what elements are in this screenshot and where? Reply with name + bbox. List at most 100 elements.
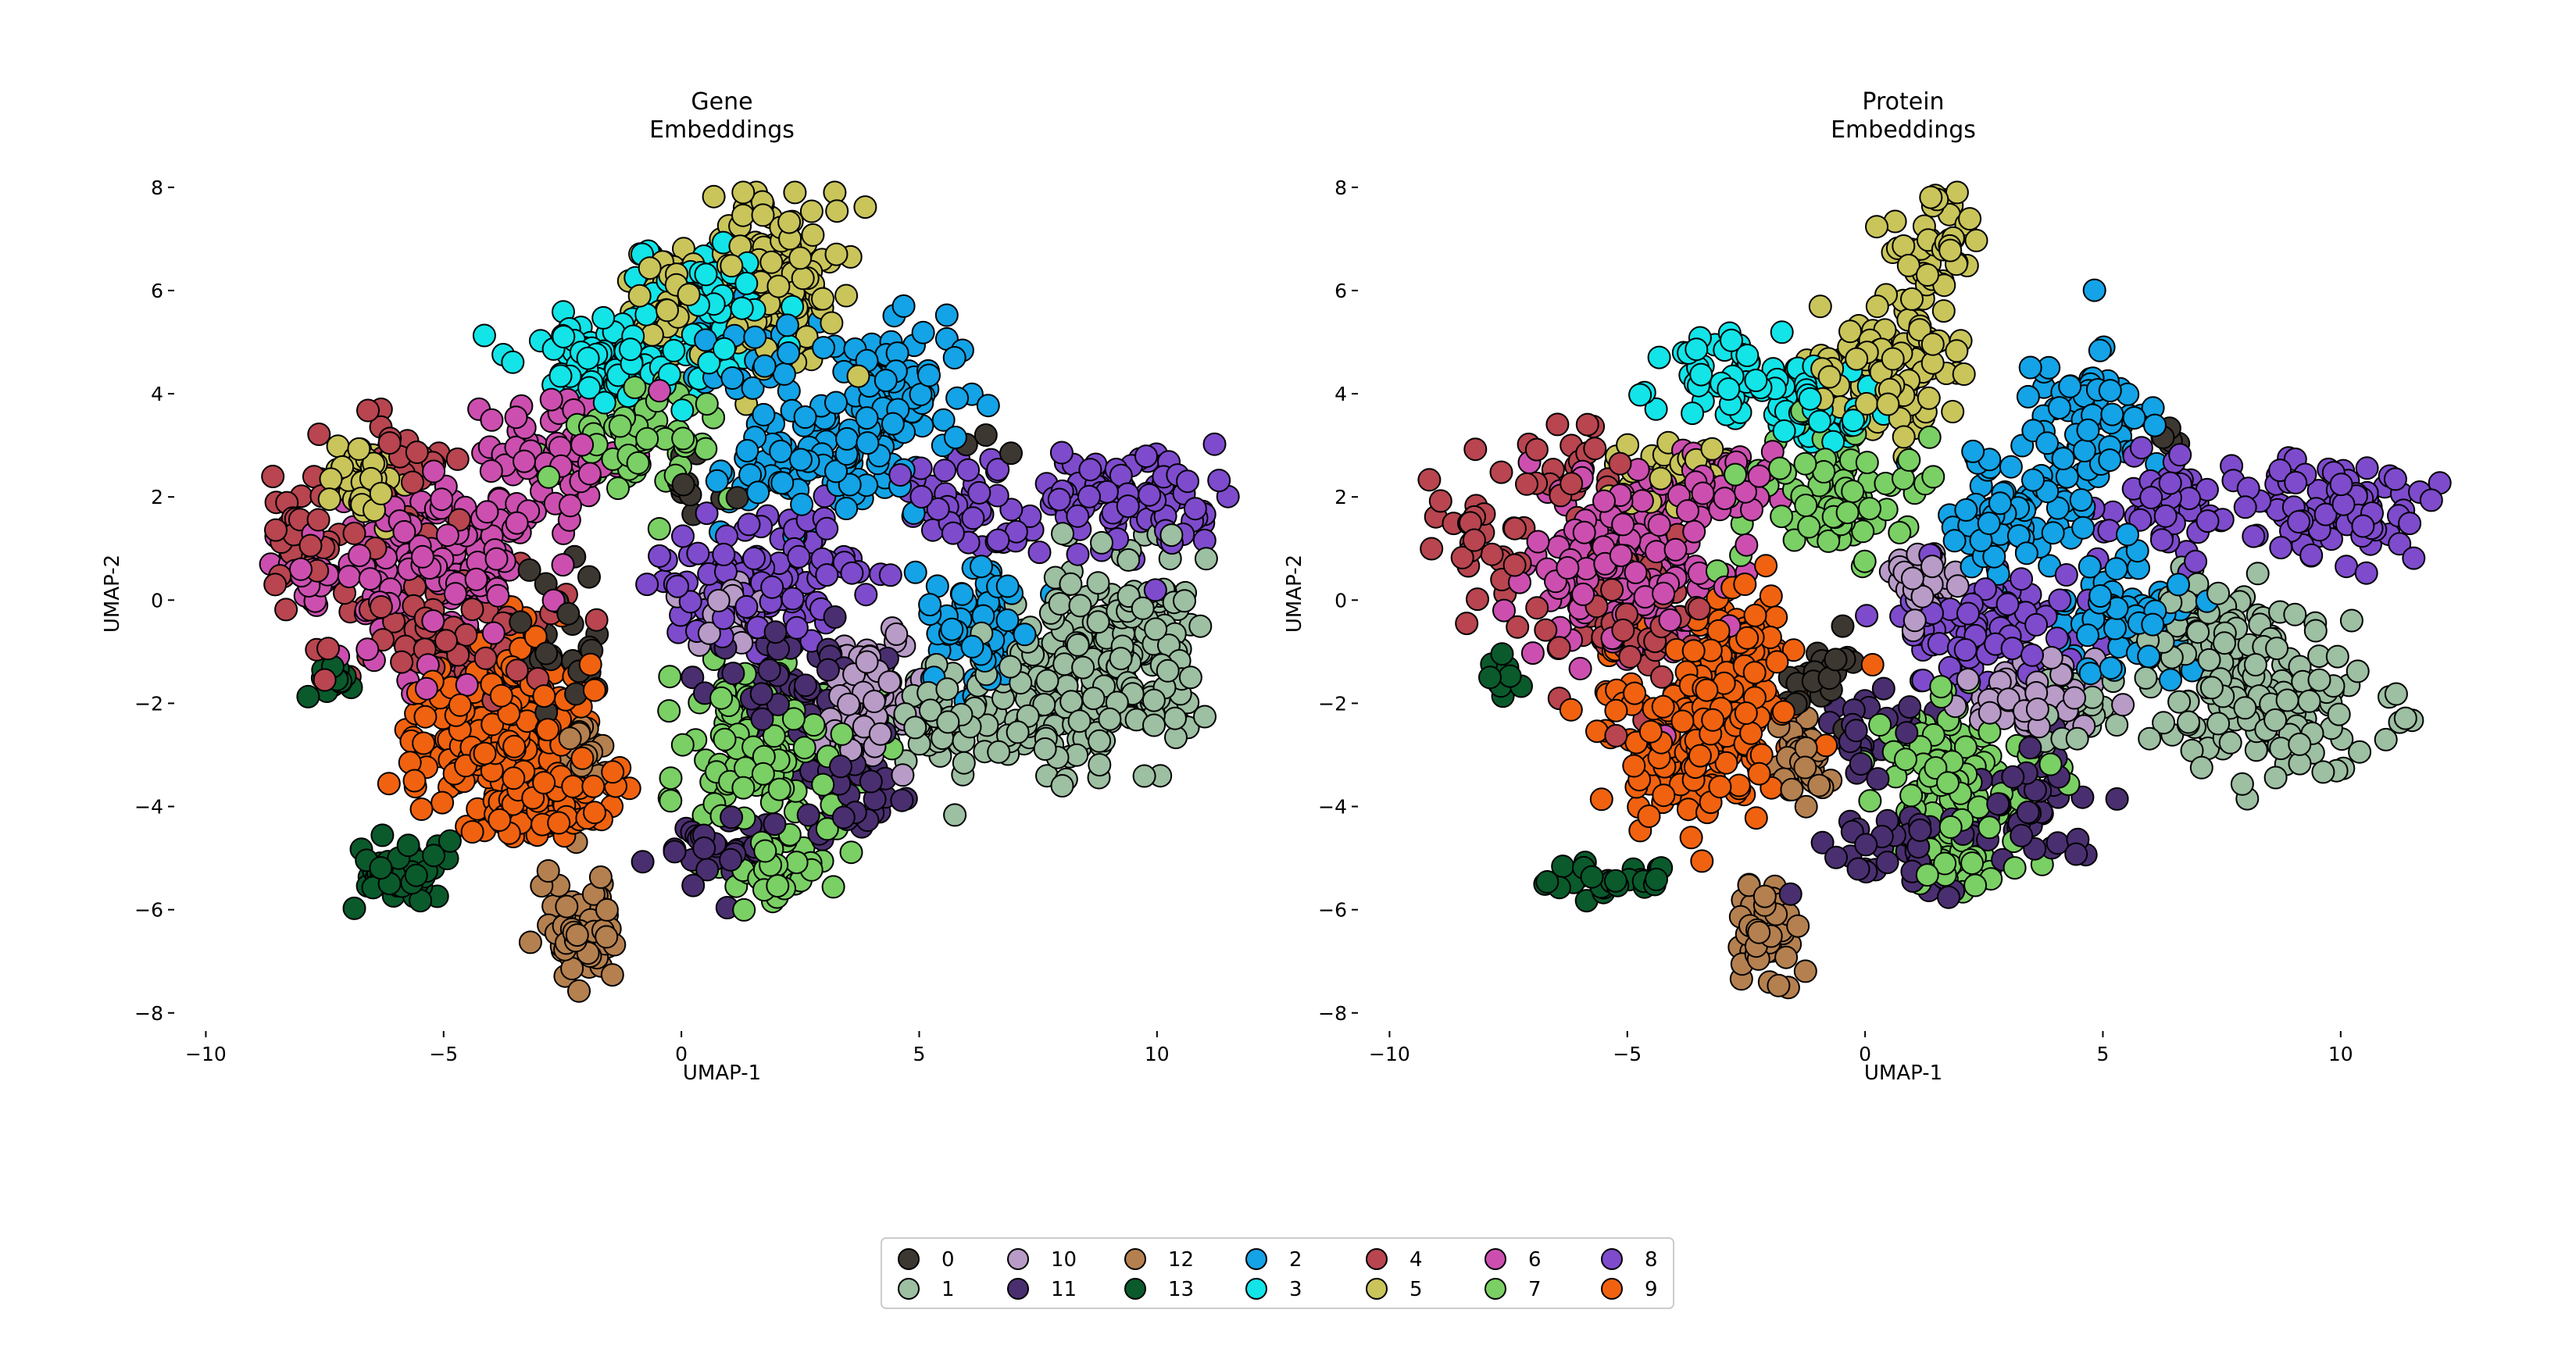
- point-cluster-8: [961, 506, 985, 530]
- point-cluster-2: [2082, 278, 2106, 302]
- point-cluster-8: [742, 546, 766, 570]
- point-cluster-8: [2168, 443, 2192, 467]
- point-cluster-10: [1978, 701, 2002, 725]
- point-cluster-2: [824, 391, 848, 415]
- point-cluster-7: [1917, 425, 1942, 449]
- point-cluster-5: [825, 199, 849, 223]
- point-cluster-1: [1188, 614, 1213, 638]
- point-cluster-3: [697, 351, 721, 375]
- point-cluster-1: [2177, 710, 2200, 734]
- point-cluster-2: [903, 560, 927, 584]
- point-cluster-13: [1498, 664, 1522, 688]
- point-cluster-9: [409, 797, 434, 821]
- point-cluster-8: [1049, 441, 1074, 465]
- point-cluster-6: [1652, 581, 1676, 605]
- point-cluster-8: [2233, 495, 2257, 519]
- point-cluster-1: [987, 740, 1011, 764]
- point-cluster-1: [936, 710, 960, 734]
- point-cluster-11: [763, 812, 787, 837]
- point-cluster-6: [355, 637, 380, 662]
- point-cluster-2: [2041, 521, 2065, 545]
- point-cluster-9: [1747, 762, 1771, 786]
- point-cluster-12: [558, 726, 582, 751]
- point-cluster-2: [2167, 573, 2190, 597]
- point-cluster-8: [678, 590, 702, 614]
- point-cluster-1: [952, 751, 976, 775]
- point-cluster-5: [1881, 347, 1905, 371]
- point-cluster-2: [942, 346, 966, 369]
- point-cluster-11: [663, 840, 687, 864]
- point-cluster-2: [790, 492, 814, 516]
- point-cluster-8: [2299, 543, 2324, 567]
- x-tick-label: −10: [185, 1043, 227, 1065]
- point-cluster-5: [347, 437, 371, 461]
- point-cluster-12: [595, 897, 619, 922]
- point-cluster-9: [1860, 653, 1885, 676]
- point-cluster-8: [1077, 484, 1101, 508]
- point-cluster-4: [369, 595, 393, 619]
- point-cluster-1: [2275, 688, 2299, 712]
- point-cluster-2: [950, 582, 974, 606]
- point-cluster-13: [369, 856, 393, 880]
- point-cluster-9: [532, 684, 556, 708]
- point-cluster-8: [712, 542, 736, 566]
- point-cluster-8: [760, 575, 784, 599]
- point-cluster-6: [475, 500, 499, 524]
- point-cluster-8: [2329, 473, 2353, 497]
- point-cluster-1: [2230, 772, 2254, 796]
- y-tick-label: 2: [151, 486, 163, 508]
- point-cluster-12: [1747, 920, 1771, 944]
- point-cluster-4: [1428, 489, 1452, 513]
- point-cluster-9: [1701, 708, 1725, 732]
- point-cluster-7: [821, 875, 845, 899]
- point-cluster-1: [2263, 708, 2288, 732]
- x-tick-label: −5: [429, 1043, 458, 1065]
- point-cluster-3: [730, 296, 754, 320]
- point-cluster-2: [970, 555, 993, 579]
- point-cluster-8: [1956, 601, 1980, 626]
- point-cluster-3: [1770, 320, 1794, 344]
- point-cluster-8: [956, 458, 981, 482]
- point-cluster-2: [917, 363, 941, 387]
- point-cluster-4: [1463, 437, 1488, 462]
- point-cluster-1: [1142, 688, 1166, 712]
- point-cluster-4: [1466, 587, 1489, 612]
- point-cluster-9: [570, 746, 595, 770]
- point-cluster-13: [1645, 867, 1668, 891]
- point-cluster-3: [1744, 369, 1768, 392]
- point-cluster-13: [1580, 865, 1604, 889]
- point-cluster-2: [2076, 418, 2100, 442]
- point-cluster-3: [1717, 377, 1741, 401]
- scatter-points: [1417, 180, 2452, 1000]
- point-cluster-7: [767, 777, 791, 801]
- point-cluster-10: [1945, 574, 1970, 598]
- point-cluster-2: [2021, 468, 2045, 492]
- point-cluster-2: [835, 426, 859, 451]
- point-cluster-2: [2069, 488, 2093, 512]
- point-cluster-7: [635, 426, 659, 451]
- point-cluster-1: [2339, 608, 2363, 633]
- point-cluster-9: [1814, 733, 1838, 758]
- point-cluster-7: [753, 839, 777, 863]
- point-cluster-2: [1999, 455, 2023, 479]
- point-cluster-8: [1183, 497, 1207, 521]
- point-cluster-5: [1649, 466, 1673, 491]
- point-cluster-13: [342, 896, 366, 920]
- point-cluster-10: [2025, 698, 2049, 721]
- point-cluster-2: [2088, 584, 2113, 608]
- point-cluster-2: [2076, 623, 2099, 648]
- point-cluster-5: [820, 311, 844, 335]
- point-cluster-7: [659, 789, 683, 813]
- point-cluster-9: [1742, 661, 1767, 685]
- point-cluster-10: [2111, 693, 2135, 717]
- point-cluster-5: [846, 364, 870, 388]
- point-cluster-2: [960, 634, 984, 658]
- point-cluster-7: [792, 736, 816, 760]
- point-cluster-10: [855, 650, 879, 674]
- point-cluster-8: [986, 528, 1010, 552]
- point-cluster-11: [750, 707, 774, 731]
- point-cluster-8: [2398, 512, 2422, 536]
- point-cluster-1: [1109, 647, 1133, 671]
- point-cluster-2: [1961, 439, 1985, 463]
- point-cluster-9: [1744, 806, 1768, 830]
